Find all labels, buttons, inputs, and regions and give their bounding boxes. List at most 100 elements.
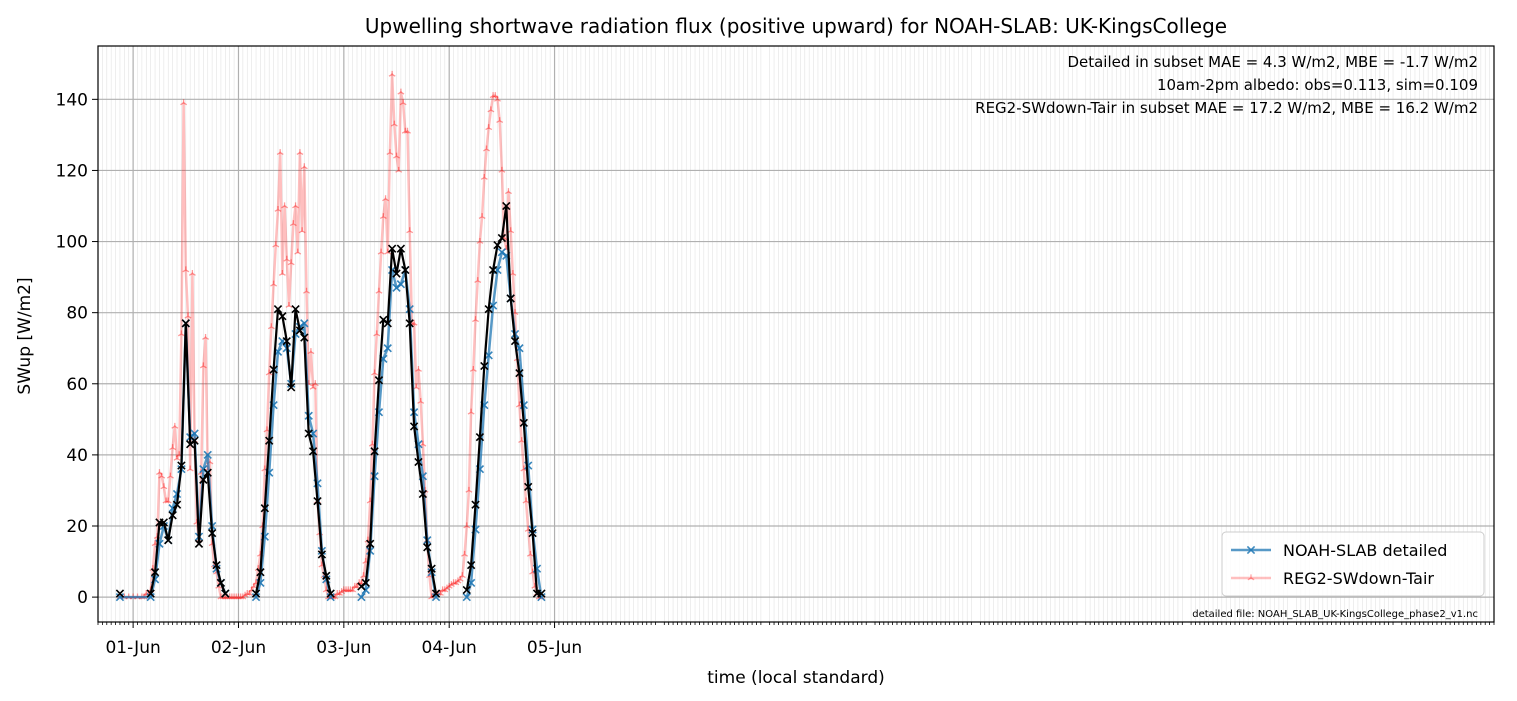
data-point [480,173,488,180]
series-line [360,247,438,594]
legend: NOAH-SLAB detailed REG2-SWdown-Tair [1221,531,1485,597]
data-point [171,422,179,429]
data-point [502,201,511,211]
data-point [357,592,366,602]
x-tick-label: 01-Jun [105,638,160,658]
data-point [267,323,275,330]
data-point [472,316,479,323]
data-point [431,589,441,598]
data-point [427,564,436,573]
data-point [387,244,397,253]
data-point [487,106,495,113]
data-point [392,269,401,278]
data-point [282,336,291,346]
data-point [239,593,247,600]
data-point [396,244,406,253]
data-point [269,365,278,374]
data-point [281,202,289,209]
data-point [164,497,172,504]
legend-marker-tri [1247,574,1255,581]
data-point [270,280,278,287]
data-point [494,95,501,102]
data-point [395,166,403,173]
data-point [309,383,317,390]
data-point [377,248,385,255]
data-point [158,472,166,479]
data-point [278,269,286,276]
data-point [342,586,350,593]
y-axis-label: SWup [W/m2] [15,277,35,394]
data-point [414,457,423,467]
data-point [188,269,196,276]
data-point [251,592,261,602]
data-point [230,593,238,600]
data-point [300,163,308,170]
data-point [260,504,269,513]
data-point [474,277,482,284]
data-point [417,397,425,404]
data-point [150,568,160,577]
legend-marker-noah-slab [1246,545,1256,555]
data-point [496,117,504,124]
y-tick-label: 140 [56,90,88,110]
x-tick-label: 03-Jun [316,638,371,658]
data-point [406,227,414,234]
data-point [404,127,411,134]
data-point [370,472,379,481]
data-point [431,592,441,602]
data-point [235,593,242,600]
data-point [168,511,177,520]
data-point [274,205,282,212]
data-point [361,578,370,588]
data-point [379,213,387,220]
y-tick-label: 20 [66,517,88,537]
data-point [383,344,392,353]
data-point [272,241,280,248]
data-point [388,70,396,77]
y-tick-label: 0 [77,588,88,608]
legend-entry-noah-slab: NOAH-SLAB detailed [1231,541,1447,560]
data-point [480,361,489,371]
data-point [447,581,455,588]
legend-entry-reg2: REG2-SWdown-Tair [1231,569,1434,588]
data-point [366,539,375,548]
data-point [382,195,389,202]
data-point [445,582,453,589]
y-tick-label: 60 [66,375,88,395]
y-tick-label: 100 [56,233,88,253]
data-point [439,586,447,593]
data-point [493,240,502,250]
chart-title: Upwelling shortwave radiation flux (posi… [365,14,1227,38]
data-point [393,152,400,159]
data-point [278,312,287,321]
data-point [326,589,335,598]
data-point [418,489,428,499]
data-point [313,496,322,506]
data-point [308,447,318,456]
data-point [276,149,284,156]
data-point [190,436,199,445]
data-point [115,589,125,598]
y-tick-label: 40 [66,446,88,466]
data-point [199,475,208,484]
data-point [469,365,477,372]
data-point [292,202,300,209]
data-point [475,432,485,442]
data-point [296,149,304,156]
footnote-detailed-file: detailed file: NOAH_SLAB_UK-KingsCollege… [1192,609,1478,620]
data-point [311,380,319,387]
data-point [333,589,341,596]
data-point [526,550,534,557]
data-point [322,571,331,580]
data-point [303,287,310,294]
data-point [374,376,384,385]
data-point [456,575,464,582]
data-point [478,213,486,220]
y-tick-label: 120 [56,161,88,181]
data-point [286,383,296,392]
data-point [491,92,499,99]
data-point [307,348,315,355]
data-point [488,265,498,275]
major-grid [98,46,1494,622]
data-point [462,592,471,602]
